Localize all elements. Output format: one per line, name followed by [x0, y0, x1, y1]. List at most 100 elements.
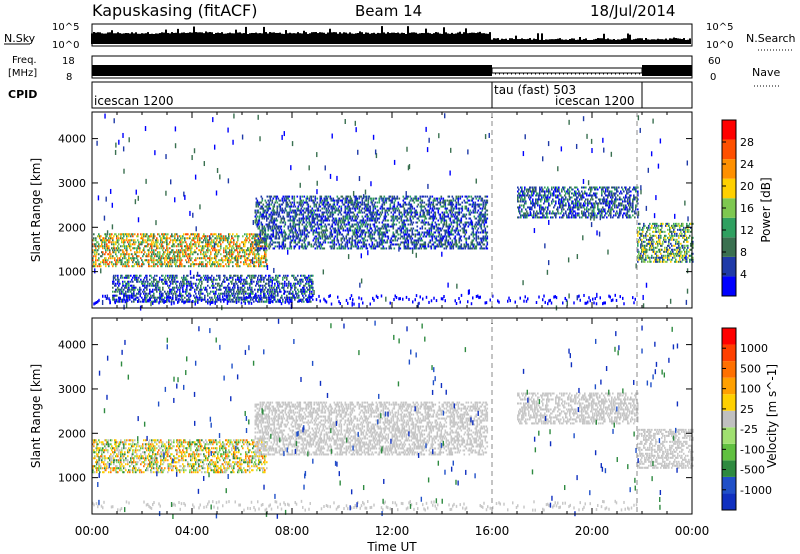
echo-cell	[403, 247, 406, 250]
echo-cell	[348, 207, 351, 210]
echo-cell	[271, 300, 273, 303]
echo-cell	[320, 219, 323, 222]
echo-cell	[205, 237, 207, 240]
echo-cell	[407, 207, 410, 210]
echo-cell	[318, 205, 321, 208]
echo-cell	[392, 209, 395, 212]
echo-cell	[176, 261, 178, 264]
echo-cell	[317, 215, 320, 218]
echo-cell	[167, 257, 169, 260]
echo-cell	[293, 245, 296, 248]
echo-cell	[287, 219, 290, 222]
echo-cell	[403, 237, 406, 240]
echo-cell	[270, 211, 273, 214]
echo-cell	[296, 294, 298, 297]
echo-cell	[367, 231, 370, 234]
echo-cell	[305, 207, 308, 210]
echo-cell	[177, 280, 179, 283]
echo-cell	[118, 239, 120, 242]
echo-cell	[285, 298, 287, 301]
echo-cell	[409, 211, 412, 214]
echo-cell	[102, 245, 104, 248]
echo-cell	[228, 282, 230, 285]
echo-cell	[126, 245, 128, 248]
echo-cell	[292, 274, 294, 277]
echo-cell	[201, 296, 203, 299]
echo-cell	[277, 233, 280, 236]
cpid-label: CPID	[8, 88, 37, 101]
echo-cell	[287, 298, 289, 301]
echo-cell	[277, 280, 279, 283]
echo-cell	[298, 213, 301, 216]
echo-cell	[321, 237, 324, 240]
echo-cell	[243, 300, 245, 303]
echo-cell	[390, 247, 393, 250]
echo-cell	[166, 237, 168, 240]
echo-cell	[110, 253, 112, 256]
echo-cell	[284, 221, 287, 224]
echo-cell	[336, 233, 339, 236]
echo-cell	[263, 237, 266, 240]
echo-cell	[329, 195, 332, 198]
echo-cell	[178, 249, 180, 252]
echo-cell	[392, 239, 395, 242]
echo-cell	[424, 241, 427, 244]
echo-cell	[230, 294, 232, 297]
echo-cell	[311, 211, 314, 214]
echo-cell	[396, 239, 399, 242]
echo-cell	[171, 265, 173, 268]
echo-cell	[347, 233, 350, 236]
echo-cell	[227, 278, 229, 281]
echo-cell	[294, 288, 296, 291]
echo-cell	[371, 241, 374, 244]
echo-cell	[124, 294, 126, 297]
echo-cell	[401, 235, 404, 238]
echo-cell	[274, 284, 276, 287]
echo-cell	[312, 233, 315, 236]
echo-cell	[148, 239, 150, 242]
echo-cell	[342, 219, 345, 222]
power-echo-cells	[92, 113, 694, 311]
echo-cell	[109, 233, 111, 236]
echo-cell	[180, 251, 182, 254]
nave-right-tick-bottom: 0	[710, 72, 716, 83]
echo-cell	[204, 298, 206, 301]
echo-cell	[374, 227, 377, 230]
echo-cell	[367, 195, 370, 198]
echo-cell	[254, 296, 256, 299]
noise-trace	[91, 26, 691, 44]
echo-cell	[255, 274, 257, 277]
echo-cell	[137, 278, 139, 281]
echo-cell	[344, 229, 347, 232]
echo-cell	[315, 203, 318, 206]
echo-cell	[127, 259, 129, 262]
echo-cell	[408, 211, 411, 214]
echo-cell	[182, 253, 184, 256]
echo-cell	[275, 300, 277, 303]
echo-cell	[94, 243, 96, 246]
echo-cell	[228, 298, 230, 301]
echo-cell	[115, 251, 117, 254]
echo-cell	[371, 243, 374, 246]
echo-cell	[146, 253, 148, 256]
echo-cell	[205, 263, 207, 266]
echo-cell	[401, 213, 404, 216]
echo-cell	[172, 276, 174, 279]
echo-cell	[294, 284, 296, 287]
echo-cell	[370, 213, 373, 216]
echo-cell	[262, 247, 265, 250]
echo-cell	[310, 211, 313, 214]
echo-cell	[255, 203, 258, 206]
echo-cell	[127, 282, 129, 285]
echo-cell	[151, 255, 153, 258]
echo-cell	[228, 286, 230, 289]
echo-cell	[236, 247, 238, 250]
echo-cell	[302, 209, 305, 212]
echo-cell	[120, 263, 122, 266]
echo-cell	[210, 259, 212, 262]
echo-cell	[179, 261, 181, 264]
echo-cell	[315, 205, 318, 208]
echo-cell	[286, 298, 288, 301]
echo-cell	[357, 245, 360, 248]
echo-cell	[162, 245, 164, 248]
